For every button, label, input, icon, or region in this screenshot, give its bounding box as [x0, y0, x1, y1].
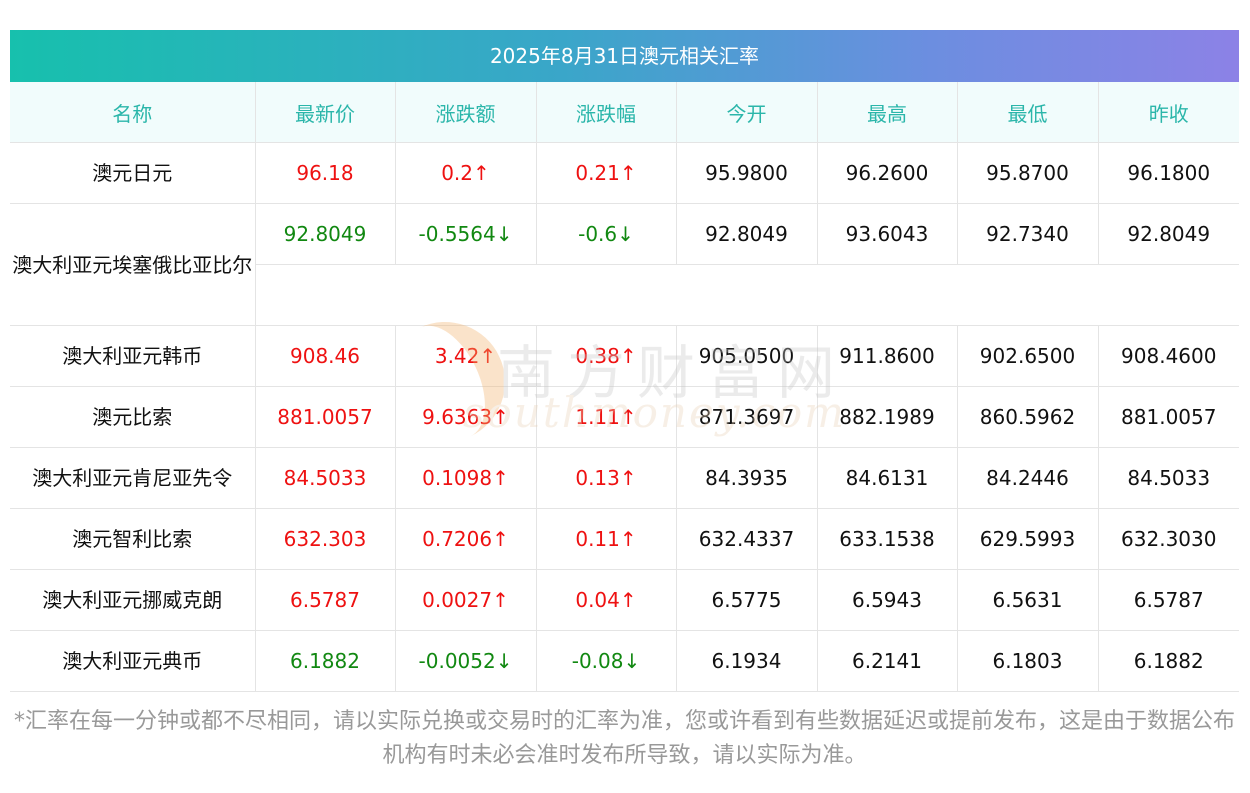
table-row: 澳元比索 881.0057 9.6363↑ 1.11↑ 871.3697 882.1989…	[10, 386, 1239, 448]
cell-change: 0.1098↑	[395, 447, 537, 509]
cell-change: 0.0027↑	[395, 569, 537, 631]
cell-latest: 92.8049	[255, 203, 396, 265]
cell-change-pct: 0.21↑	[536, 142, 677, 204]
cell-high: 633.1538	[817, 508, 958, 570]
cell-prev-close: 6.1882	[1098, 630, 1239, 692]
cell-low: 6.1803	[957, 630, 1099, 692]
cell-currency-name: 澳元智利比索	[10, 508, 256, 570]
row-spacer	[255, 264, 1239, 326]
cell-open: 6.5775	[676, 569, 818, 631]
cell-latest: 84.5033	[255, 447, 396, 509]
cell-high: 6.5943	[817, 569, 958, 631]
table-row: 澳大利亚元肯尼亚先令 84.5033 0.1098↑ 0.13↑ 84.3935 84.6…	[10, 447, 1239, 509]
cell-change: -0.5564↓	[395, 203, 537, 265]
cell-currency-name: 澳大利亚元韩币	[10, 325, 256, 387]
table-row-continuation	[10, 264, 1239, 326]
cell-open: 871.3697	[676, 386, 818, 448]
cell-latest: 632.303	[255, 508, 396, 570]
cell-open: 92.8049	[676, 203, 818, 265]
cell-open: 95.9800	[676, 142, 818, 204]
cell-change-pct: 0.04↑	[536, 569, 677, 631]
cell-high: 6.2141	[817, 630, 958, 692]
cell-change-pct: -0.6↓	[536, 203, 677, 265]
cell-prev-close: 96.1800	[1098, 142, 1239, 204]
cell-latest: 881.0057	[255, 386, 396, 448]
cell-prev-close: 881.0057	[1098, 386, 1239, 448]
cell-currency-name: 澳元比索	[10, 386, 256, 448]
cell-high: 882.1989	[817, 386, 958, 448]
cell-latest: 908.46	[255, 325, 396, 387]
header-open: 今开	[676, 82, 818, 143]
header-change: 涨跌额	[395, 82, 537, 143]
cell-change: 0.7206↑	[395, 508, 537, 570]
header-prev-close: 昨收	[1098, 82, 1239, 143]
cell-currency-name: 澳大利亚元挪威克朗	[10, 569, 256, 631]
header-latest: 最新价	[255, 82, 396, 143]
cell-latest: 6.1882	[255, 630, 396, 692]
cell-low: 860.5962	[957, 386, 1099, 448]
cell-low: 629.5993	[957, 508, 1099, 570]
disclaimer-note: *汇率在每一分钟或都不尽相同，请以实际兑换或交易时的汇率为准，您或许看到有些数据…	[13, 709, 1235, 768]
cell-prev-close: 632.3030	[1098, 508, 1239, 570]
cell-currency-name: 澳大利亚元埃塞俄比亚比尔	[10, 203, 256, 326]
cell-latest: 96.18	[255, 142, 396, 204]
cell-open: 84.3935	[676, 447, 818, 509]
cell-currency-name: 澳大利亚元典币	[10, 630, 256, 692]
cell-latest: 6.5787	[255, 569, 396, 631]
cell-high: 93.6043	[817, 203, 958, 265]
cell-high: 96.2600	[817, 142, 958, 204]
cell-currency-name: 澳大利亚元肯尼亚先令	[10, 447, 256, 509]
cell-low: 6.5631	[957, 569, 1099, 631]
table-row: 澳大利亚元埃塞俄比亚比尔 92.8049 -0.5564↓ -0.6↓ 92.8049 9…	[10, 203, 1239, 326]
cell-low: 92.7340	[957, 203, 1099, 265]
cell-low: 84.2446	[957, 447, 1099, 509]
cell-change-pct: 0.38↑	[536, 325, 677, 387]
cell-prev-close: 908.4600	[1098, 325, 1239, 387]
cell-change-pct: 0.11↑	[536, 508, 677, 570]
header-low: 最低	[957, 82, 1099, 143]
cell-open: 6.1934	[676, 630, 818, 692]
cell-open: 905.0500	[676, 325, 818, 387]
cell-low: 902.6500	[957, 325, 1099, 387]
cell-currency-name: 澳元日元	[10, 142, 256, 204]
rates-table: 名称 最新价 涨跌额 涨跌幅 今开 最高 最低 昨收 澳元日元 96.18 0.2↑…	[10, 82, 1239, 692]
cell-open: 632.4337	[676, 508, 818, 570]
header-high: 最高	[817, 82, 958, 143]
table-header-row: 名称 最新价 涨跌额 涨跌幅 今开 最高 最低 昨收	[10, 82, 1239, 143]
cell-change-pct: 1.11↑	[536, 386, 677, 448]
cell-change-pct: -0.08↓	[536, 630, 677, 692]
cell-low: 95.8700	[957, 142, 1099, 204]
cell-prev-close: 6.5787	[1098, 569, 1239, 631]
table-title: 2025年8月31日澳元相关汇率	[10, 30, 1239, 82]
table-row: 澳大利亚元韩币 908.46 3.42↑ 0.38↑ 905.0500 911.8600 9…	[10, 325, 1239, 387]
table-row: 澳元日元 96.18 0.2↑ 0.21↑ 95.9800 96.2600 95.8700 9…	[10, 142, 1239, 204]
cell-change: 9.6363↑	[395, 386, 537, 448]
cell-change: -0.0052↓	[395, 630, 537, 692]
table-row: 澳大利亚元挪威克朗 6.5787 0.0027↑ 0.04↑ 6.5775 6.5943 6…	[10, 569, 1239, 631]
cell-change: 3.42↑	[395, 325, 537, 387]
table-row: 澳元智利比索 632.303 0.7206↑ 0.11↑ 632.4337 633.153…	[10, 508, 1239, 570]
cell-prev-close: 84.5033	[1098, 447, 1239, 509]
table-row: 澳大利亚元典币 6.1882 -0.0052↓ -0.08↓ 6.1934 6.2141 6…	[10, 630, 1239, 692]
cell-change-pct: 0.13↑	[536, 447, 677, 509]
cell-prev-close: 92.8049	[1098, 203, 1239, 265]
header-name: 名称	[10, 82, 256, 143]
cell-high: 911.8600	[817, 325, 958, 387]
header-change-pct: 涨跌幅	[536, 82, 677, 143]
cell-high: 84.6131	[817, 447, 958, 509]
cell-change: 0.2↑	[395, 142, 537, 204]
rates-panel: 2025年8月31日澳元相关汇率 名称 最新价 涨跌额 涨跌幅 今开 最高 最低…	[10, 30, 1239, 692]
